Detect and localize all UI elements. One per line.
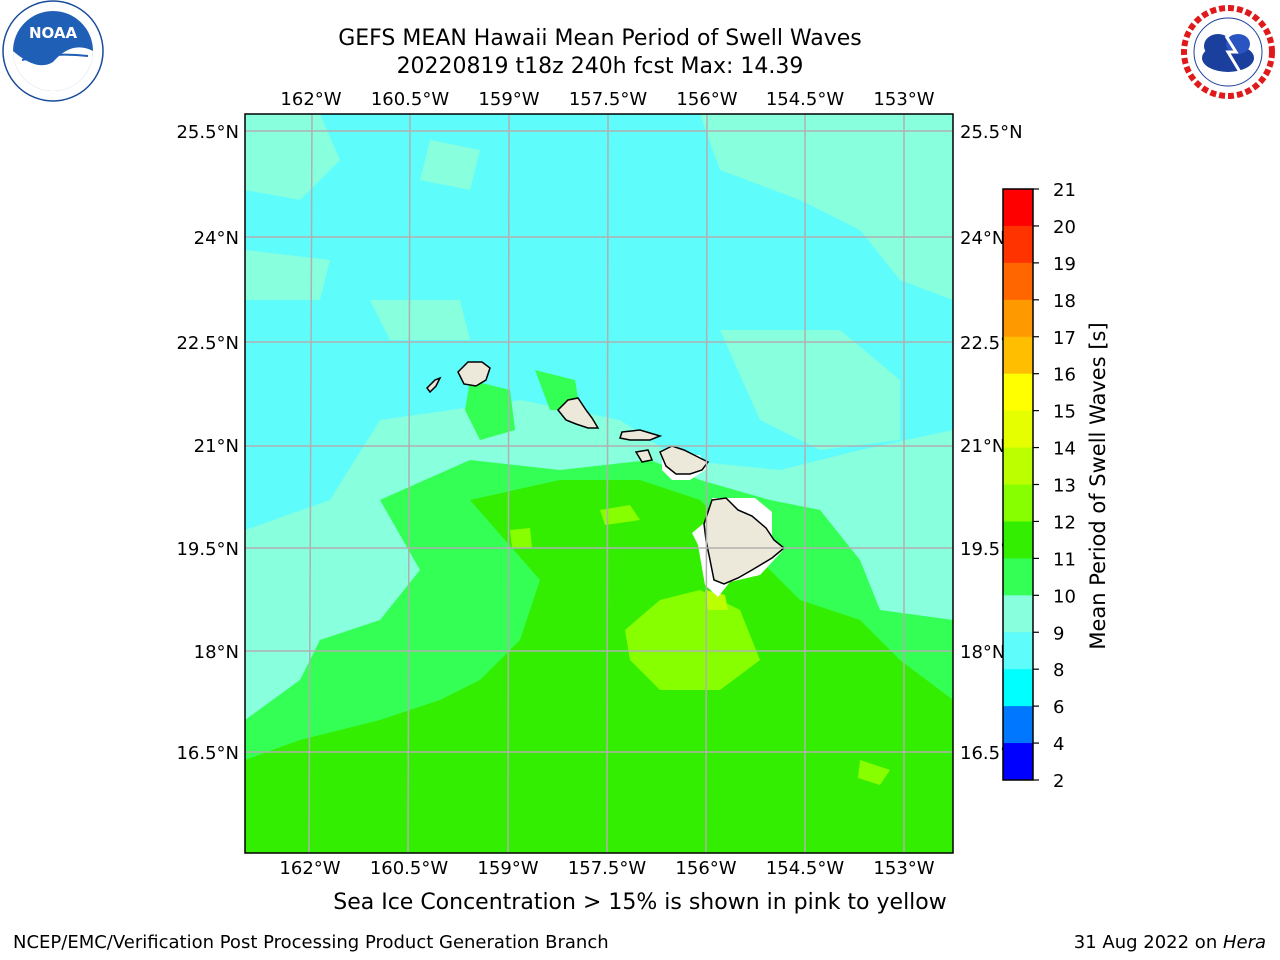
colorbar-segment xyxy=(1003,262,1033,301)
colorbar-tick-label: 12 xyxy=(1053,512,1076,533)
colorbar-tick-label: 17 xyxy=(1053,328,1076,349)
contour-9-10s xyxy=(370,300,470,340)
lon-tick-label: 153°W xyxy=(873,858,934,879)
island-molokai xyxy=(619,429,663,441)
swell-period-field xyxy=(245,114,953,853)
lat-ticks-left: 25.5°N 24°N 22.5°N 21°N 19.5°N 18°N 16.5… xyxy=(176,122,239,764)
colorbar-tick-label: 8 xyxy=(1053,660,1064,681)
lon-tick-label: 157.5°W xyxy=(568,858,647,879)
chart-subtitle: 20220819 t18z 240h fcst Max: 14.39 xyxy=(396,54,804,79)
host-name: Hera xyxy=(1222,932,1266,953)
colorbar-tick-label: 13 xyxy=(1053,476,1076,497)
lon-tick-label: 156°W xyxy=(676,89,737,110)
island-niihau xyxy=(426,376,442,394)
colorbar-segment xyxy=(1003,521,1033,559)
nws-logo xyxy=(1178,2,1278,102)
colorbar-segment xyxy=(1003,706,1033,744)
colorbar-segment xyxy=(1003,336,1033,375)
lon-tick-label: 154.5°W xyxy=(766,858,845,879)
colorbar-segment xyxy=(1003,225,1033,264)
svg-text:NOAA: NOAA xyxy=(29,24,78,42)
colorbar-tick-label: 11 xyxy=(1053,549,1076,570)
colorbar-segment xyxy=(1003,632,1033,670)
lon-tick-label: 157.5°W xyxy=(569,89,648,110)
lon-tick-label: 162°W xyxy=(280,89,341,110)
colorbar-segment xyxy=(1003,410,1033,449)
lat-tick-label: 16.5°N xyxy=(176,743,239,764)
colorbar-tick-label: 14 xyxy=(1053,439,1076,460)
contour-13-14s xyxy=(705,590,728,610)
lon-ticks-bottom: 162°W 160.5°W 159°W 157.5°W 156°W 154.5°… xyxy=(279,858,934,879)
colorbar-tick-label: 18 xyxy=(1053,291,1076,312)
colorbar-segment xyxy=(1003,447,1033,485)
colorbar-tick-label: 19 xyxy=(1053,254,1076,275)
sea-ice-note: Sea Ice Concentration > 15% is shown in … xyxy=(333,890,947,915)
colorbar-segment xyxy=(1003,299,1033,338)
colorbar-segment xyxy=(1003,189,1033,227)
colorbar-segment xyxy=(1003,558,1033,596)
credit-text: NCEP/EMC/Verification Post Processing Pr… xyxy=(13,932,609,953)
colorbar-segment xyxy=(1003,743,1033,781)
lon-tick-label: 160.5°W xyxy=(370,858,449,879)
colorbar-label: Mean Period of Swell Waves [s] xyxy=(1086,322,1110,649)
contour-9-10s xyxy=(245,250,330,300)
map-frame xyxy=(244,113,954,854)
lat-tick-label: 18°N xyxy=(960,642,1005,663)
colorbar-tick-label: 9 xyxy=(1053,623,1064,644)
lat-tick-label: 21°N xyxy=(194,436,239,457)
contour-9-10s xyxy=(700,114,953,300)
lon-ticks-top: 162°W 160.5°W 159°W 157.5°W 156°W 154.5°… xyxy=(280,89,934,110)
lon-tick-label: 159°W xyxy=(477,858,538,879)
island-kauai xyxy=(457,361,491,387)
lat-tick-label: 25.5°N xyxy=(960,122,1023,143)
contour-12-13s xyxy=(510,528,532,548)
colorbar-segment xyxy=(1003,484,1033,522)
colorbar-segment xyxy=(1003,595,1033,633)
contour-12-13s xyxy=(858,760,890,785)
contour-10-11s xyxy=(465,380,515,440)
island-maui xyxy=(659,445,710,475)
contour-11-12s xyxy=(245,480,953,853)
island-hawaii xyxy=(703,497,786,585)
island-oahu xyxy=(556,397,600,429)
colorbar-segment xyxy=(1003,669,1033,707)
colorbar: 21 20 19 18 17 16 15 14 13 12 11 10 9 8 6 4 2 xyxy=(1002,180,1076,792)
lon-tick-label: 159°W xyxy=(478,89,539,110)
lon-tick-label: 156°W xyxy=(675,858,736,879)
date-text: 31 Aug 2022 on Hera xyxy=(1074,932,1266,953)
lat-tick-label: 18°N xyxy=(194,642,239,663)
contour-9-10s xyxy=(245,114,340,200)
lon-tick-label: 162°W xyxy=(279,858,340,879)
lon-tick-label: 154.5°W xyxy=(766,89,845,110)
lat-tick-label: 24°N xyxy=(960,228,1005,249)
colorbar-tick-label: 16 xyxy=(1053,365,1076,386)
lon-tick-label: 153°W xyxy=(873,89,934,110)
lat-tick-label: 25.5°N xyxy=(176,122,239,143)
colorbar-tick-label: 2 xyxy=(1053,771,1064,792)
noaa-logo: NOAA xyxy=(2,0,104,102)
contour-9-10s xyxy=(720,330,900,450)
colorbar-segment xyxy=(1003,373,1033,412)
island-lanai xyxy=(634,449,654,463)
lat-tick-label: 19.5°N xyxy=(176,539,239,560)
lat-tick-label: 24°N xyxy=(194,228,239,249)
colorbar-tick-label: 6 xyxy=(1053,697,1064,718)
lat-tick-label: 21°N xyxy=(960,436,1005,457)
colorbar-tick-label: 15 xyxy=(1053,402,1076,423)
contour-12-13s xyxy=(625,590,760,690)
date-value: 31 Aug 2022 on xyxy=(1073,932,1223,953)
chart-title: GEFS MEAN Hawaii Mean Period of Swell Wa… xyxy=(338,26,862,51)
contour-12-13s xyxy=(600,505,640,525)
lon-tick-label: 160.5°W xyxy=(371,89,450,110)
lat-tick-label: 22.5°N xyxy=(176,333,239,354)
colorbar-tick-label: 21 xyxy=(1053,180,1076,201)
colorbar-tick-label: 10 xyxy=(1053,586,1076,607)
colorbar-tick-label: 20 xyxy=(1053,217,1076,238)
contour-9-10s xyxy=(420,140,480,190)
colorbar-tick-label: 4 xyxy=(1053,734,1064,755)
islands xyxy=(426,361,786,585)
graticule xyxy=(245,114,953,853)
